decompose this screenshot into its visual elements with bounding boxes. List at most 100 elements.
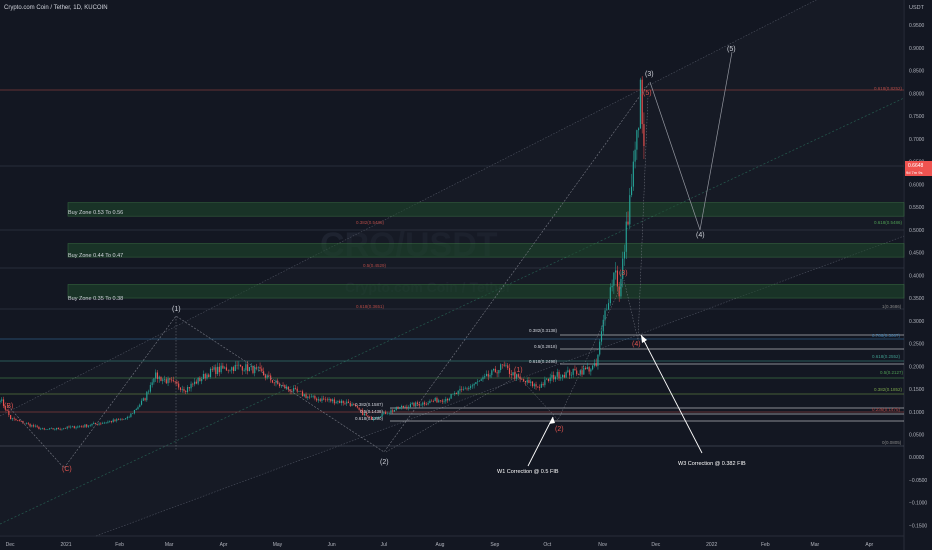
fib-right-0236: 0.236(0.1475) bbox=[872, 407, 901, 412]
candle-body bbox=[248, 367, 251, 372]
candle-body bbox=[565, 372, 567, 378]
wave-label-4-primary: (4) bbox=[696, 232, 705, 239]
candle-body bbox=[103, 422, 105, 424]
price-tick-13: 0.3000 bbox=[909, 319, 925, 325]
candle-body bbox=[11, 418, 13, 420]
candle-body bbox=[462, 388, 465, 390]
candle-body bbox=[257, 366, 259, 368]
candle-body bbox=[503, 364, 505, 366]
candle-body bbox=[135, 409, 137, 411]
candle-body bbox=[556, 371, 558, 377]
w1-arrow-line bbox=[527, 416, 554, 467]
candle-body bbox=[199, 377, 201, 382]
candle-body bbox=[220, 365, 222, 373]
candles[interactable] bbox=[0, 76, 645, 431]
candle-body bbox=[254, 366, 256, 374]
buy-zones[interactable] bbox=[67, 202, 905, 299]
candle-body bbox=[347, 401, 350, 404]
time-tick-13: 2022 bbox=[706, 542, 717, 548]
candle-body bbox=[523, 379, 525, 382]
candle-body bbox=[273, 382, 275, 384]
candle-body bbox=[68, 426, 70, 428]
candle-body bbox=[326, 399, 328, 401]
candle-body bbox=[116, 419, 118, 421]
candle-body bbox=[305, 394, 307, 398]
candle-body bbox=[461, 389, 463, 390]
candle-body bbox=[94, 422, 97, 424]
candle-body bbox=[604, 310, 606, 320]
time-tick-1: 2021 bbox=[60, 542, 71, 548]
fib-label-zone3-left: 0.618(0.3651) bbox=[356, 304, 385, 309]
fib-levels[interactable] bbox=[0, 89, 904, 447]
symbol-title[interactable]: Crypto.com Coin / Tether, 1D, KUCOIN bbox=[4, 5, 108, 11]
candle-body bbox=[553, 374, 555, 380]
candle-body bbox=[110, 421, 113, 423]
candle-body bbox=[620, 278, 622, 297]
price-axis-panel[interactable] bbox=[904, 0, 932, 550]
wave-label-3-minor: (3) bbox=[619, 270, 628, 277]
candle-body bbox=[202, 374, 205, 380]
candle-body bbox=[416, 402, 419, 405]
candle-body bbox=[392, 410, 394, 412]
candle-body bbox=[475, 382, 477, 385]
time-tick-3: Mar bbox=[165, 542, 174, 548]
channel-middle bbox=[0, 97, 905, 525]
candle-body bbox=[629, 195, 631, 225]
wave-label-C: (C) bbox=[62, 466, 72, 473]
fib-right-05: 0.5(0.2127) bbox=[880, 370, 904, 375]
candle-body bbox=[229, 370, 231, 371]
candle-body bbox=[406, 406, 408, 409]
candle-body bbox=[139, 404, 141, 408]
candle-body bbox=[411, 402, 413, 405]
price-tick-9: 0.5000 bbox=[909, 228, 925, 234]
candle-body bbox=[452, 393, 454, 395]
candle-body bbox=[570, 374, 572, 376]
candle-body bbox=[470, 386, 472, 388]
buy-zone-1 bbox=[67, 202, 905, 217]
buy-zone-label-3: Buy Zone 0.35 To 0.38 bbox=[68, 296, 123, 302]
minor-wave-path bbox=[385, 95, 649, 453]
current-price-tag bbox=[905, 161, 932, 176]
current-price-value: 0.6648 bbox=[908, 163, 924, 169]
candle-body bbox=[638, 128, 640, 131]
candle-body bbox=[344, 403, 346, 404]
candle-body bbox=[144, 398, 146, 401]
candle-body bbox=[386, 413, 389, 415]
price-tick-22: −0.1500 bbox=[909, 523, 927, 529]
candle-body bbox=[321, 398, 323, 401]
candle-body bbox=[618, 286, 620, 297]
fib-right-0786: 0.786(0.3087) bbox=[872, 333, 901, 338]
candle-body bbox=[155, 372, 157, 379]
candle-body bbox=[186, 387, 189, 393]
fib-w3-0618: 0.618(0.2498) bbox=[529, 359, 558, 364]
candle-body bbox=[31, 425, 33, 427]
candle-body bbox=[298, 390, 300, 392]
time-tick-16: Apr bbox=[865, 542, 873, 548]
candle-body bbox=[61, 428, 63, 430]
candle-body bbox=[445, 398, 447, 402]
candle-body bbox=[526, 380, 528, 383]
candle-body bbox=[593, 363, 595, 366]
candle-body bbox=[0, 400, 1, 402]
candle-body bbox=[443, 401, 445, 403]
candle-body bbox=[616, 270, 618, 287]
candle-body bbox=[319, 399, 321, 401]
candle-body bbox=[574, 368, 576, 371]
candle-body bbox=[374, 418, 376, 419]
buy-zone-label-2: Buy Zone 0.44 To 0.47 bbox=[68, 253, 123, 259]
candle-body bbox=[581, 370, 583, 375]
candle-body bbox=[2, 399, 5, 406]
wave-lines[interactable] bbox=[7, 51, 733, 469]
price-tick-0: 0.9500 bbox=[909, 23, 925, 29]
candle-body bbox=[310, 396, 312, 398]
candle-body bbox=[512, 372, 514, 376]
candle-body bbox=[125, 418, 127, 420]
candle-body bbox=[459, 389, 461, 391]
candle-body bbox=[496, 372, 498, 374]
candle-body bbox=[280, 385, 282, 387]
candle-body bbox=[515, 374, 518, 379]
wave-label-B: (B) bbox=[4, 403, 13, 410]
candle-body bbox=[34, 425, 36, 427]
candle-body bbox=[102, 423, 104, 424]
